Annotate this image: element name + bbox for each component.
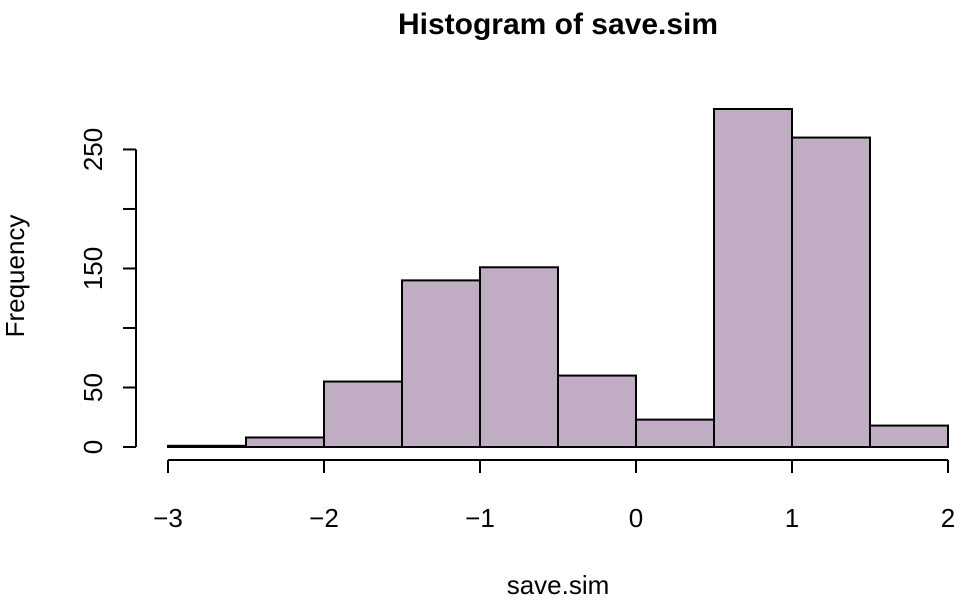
- histogram-bar-3: [401, 279, 481, 448]
- x-axis: −3 −2 −1 0 1 2: [153, 459, 955, 533]
- y-axis: 0 50 150 250: [78, 128, 137, 454]
- histogram-bar-6: [635, 418, 715, 449]
- x-tick-label-3: 0: [629, 503, 643, 533]
- y-tick-label-3: 150: [78, 247, 108, 290]
- histogram-bar-8: [791, 136, 871, 448]
- histogram-bar-0: [167, 444, 247, 448]
- chart-title: Histogram of save.sim: [398, 8, 718, 41]
- histogram-bar-2: [323, 380, 403, 449]
- x-tick-label-0: −3: [153, 503, 183, 533]
- histogram-bar-7: [713, 108, 793, 448]
- y-axis-label: Frequency: [0, 215, 30, 338]
- histogram-bar-4: [479, 266, 559, 448]
- x-axis-label: save.sim: [507, 570, 610, 600]
- y-tick-label-1: 50: [78, 373, 108, 402]
- x-tick-label-1: −2: [309, 503, 339, 533]
- histogram-bar-1: [245, 436, 325, 449]
- histogram-bar-9: [869, 424, 949, 448]
- x-tick-label-4: 1: [785, 503, 799, 533]
- y-tick-label-5: 250: [78, 128, 108, 171]
- bars-group: [167, 108, 949, 449]
- y-tick-label-0: 0: [78, 440, 108, 454]
- histogram-bar-5: [557, 374, 637, 448]
- x-tick-label-2: −1: [465, 503, 495, 533]
- x-tick-label-5: 2: [941, 503, 955, 533]
